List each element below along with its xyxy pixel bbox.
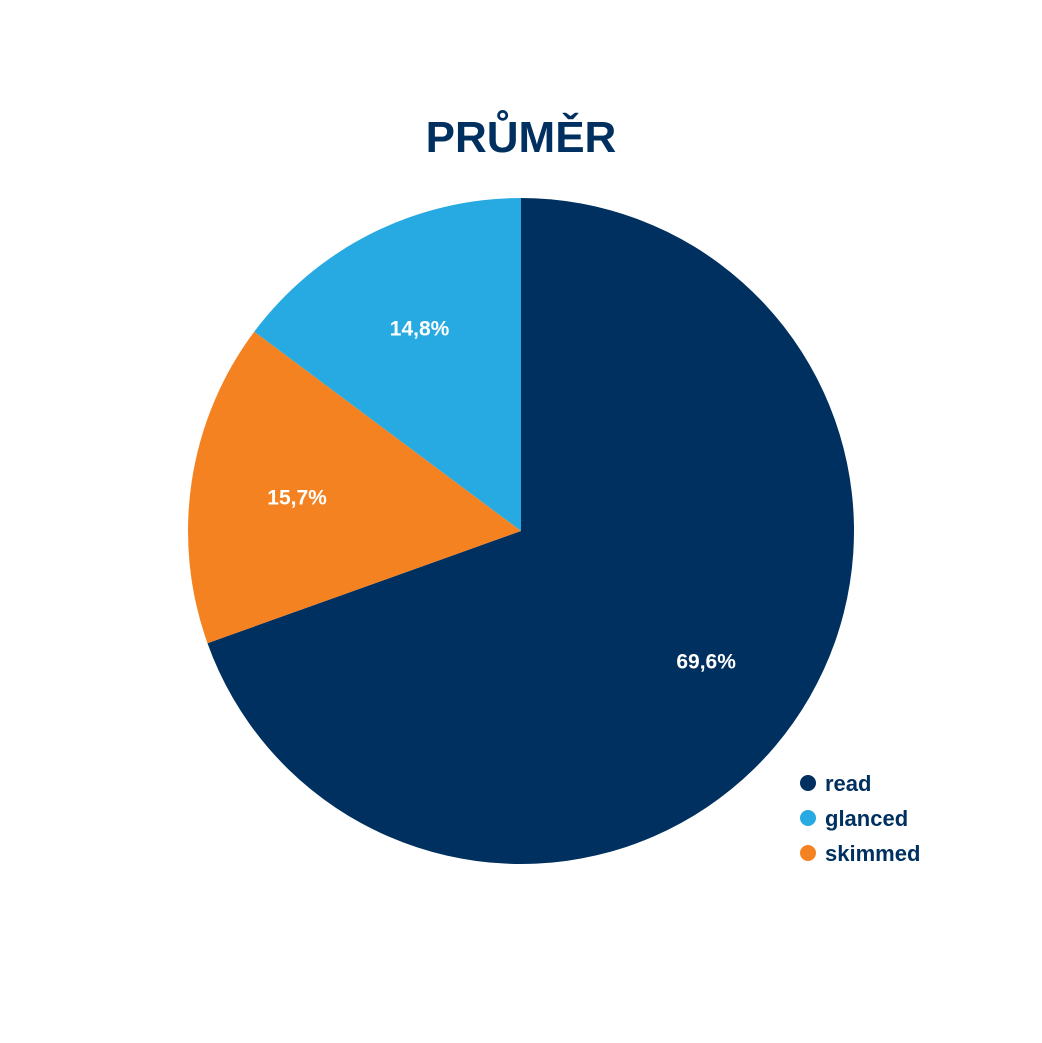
pie-slice-skimmed <box>188 331 522 644</box>
data-label-glanced: 14,8% <box>390 318 450 341</box>
pie-slice-glanced <box>254 198 521 531</box>
pie-slice-read <box>207 198 854 865</box>
legend: read glanced skimmed <box>800 771 920 866</box>
data-label-skimmed: 15,7% <box>267 486 327 509</box>
legend-marker-skimmed <box>800 845 816 861</box>
legend-label-read: read <box>825 771 871 796</box>
slice-labels: 69,6% 15,7% 14,8% <box>267 318 736 674</box>
chart-title: PRŮMĚR <box>426 108 617 162</box>
data-label-read: 69,6% <box>676 650 736 673</box>
pie-slices <box>188 198 854 865</box>
legend-marker-glanced <box>800 810 816 826</box>
legend-marker-read <box>800 775 816 791</box>
legend-label-skimmed: skimmed <box>825 841 920 866</box>
legend-label-glanced: glanced <box>825 806 908 831</box>
